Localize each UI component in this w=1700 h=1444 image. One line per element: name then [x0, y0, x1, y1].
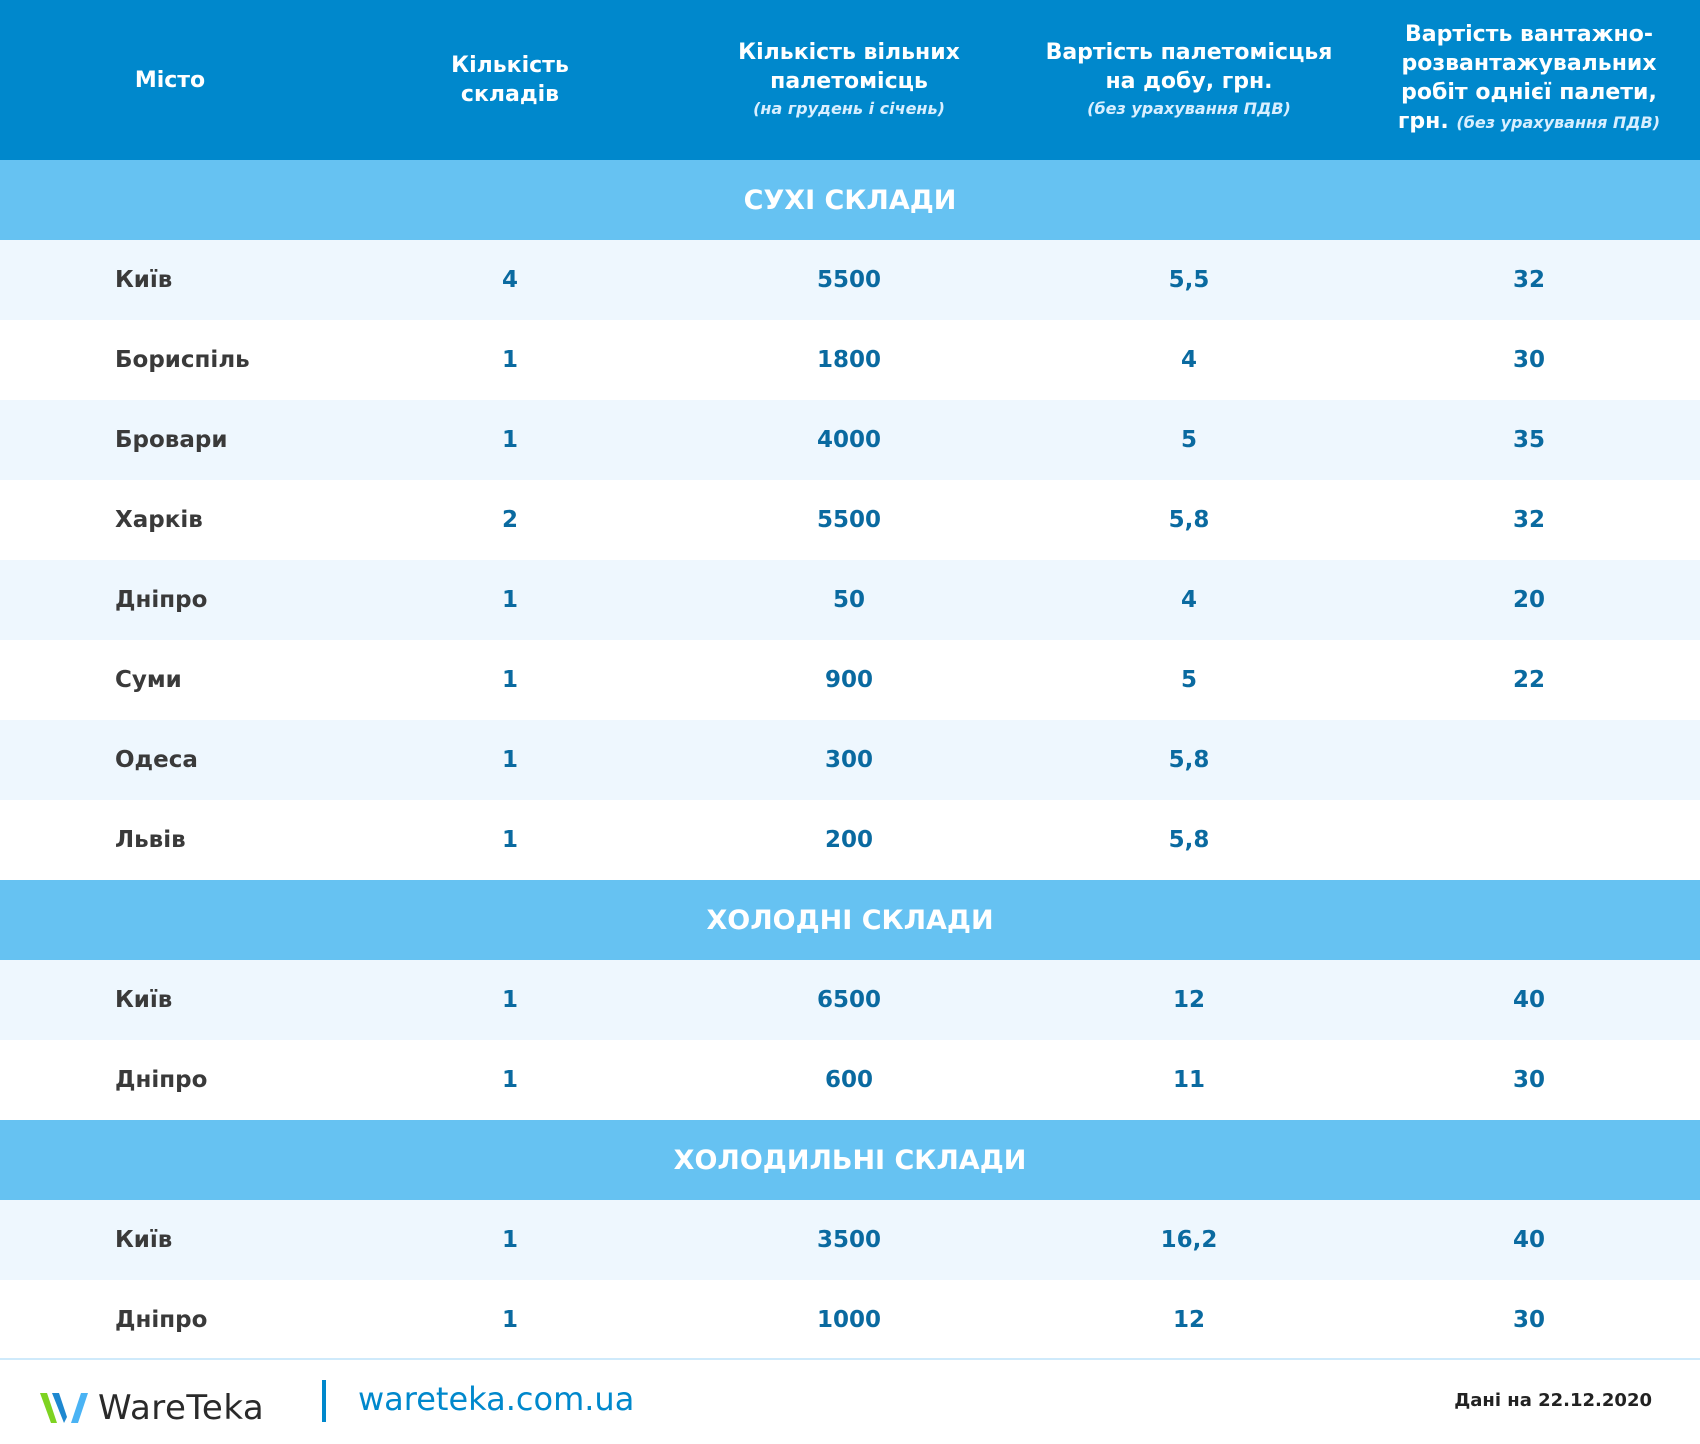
city-cell: Дніпро	[115, 1067, 208, 1093]
divider	[322, 1380, 326, 1422]
header-city: Місто	[40, 0, 300, 160]
header-sub: (без урахування ПДВ)	[1087, 99, 1291, 118]
city-cell: Дніпро	[115, 1307, 208, 1333]
warehouse-count-cell: 1	[501, 747, 519, 773]
warehouse-count-cell: 2	[501, 507, 519, 533]
handling-cost-cell: 32	[1512, 507, 1546, 533]
city-cell: Бориспіль	[115, 347, 250, 373]
pallet-cost-cell: 5,5	[1168, 267, 1210, 293]
free-pallets-cell: 1800	[816, 347, 882, 373]
warehouse-count-cell: 1	[501, 427, 519, 453]
table-row: Дніпро 1 1000 12 30	[0, 1280, 1700, 1360]
free-pallets-cell: 5500	[816, 267, 882, 293]
pallet-cost-cell: 12	[1172, 1307, 1206, 1333]
header-free-pallets: Кількість вільних палетомісць (на груден…	[719, 0, 979, 160]
handling-cost-cell: 20	[1512, 587, 1546, 613]
website-link[interactable]: wareteka.com.ua	[358, 1380, 635, 1418]
free-pallets-cell: 200	[824, 827, 874, 853]
table-row: Одеса 1 300 5,8	[0, 720, 1700, 800]
city-cell: Київ	[115, 267, 173, 293]
table-row: Львів 1 200 5,8	[0, 800, 1700, 880]
brand-name: WareTeka	[98, 1388, 265, 1428]
free-pallets-cell: 4000	[816, 427, 882, 453]
section-header: ХОЛОДИЛЬНІ СКЛАДИ	[0, 1120, 1700, 1200]
table-header: Місто Кількість складів Кількість вільни…	[0, 0, 1700, 160]
pallet-cost-cell: 11	[1172, 1067, 1206, 1093]
table-row: Київ 4 5500 5,5 32	[0, 240, 1700, 320]
section-header: ХОЛОДНІ СКЛАДИ	[0, 880, 1700, 960]
pallet-cost-cell: 12	[1172, 987, 1206, 1013]
pallet-cost-cell: 4	[1180, 587, 1198, 613]
free-pallets-cell: 5500	[816, 507, 882, 533]
table-row: Суми 1 900 5 22	[0, 640, 1700, 720]
handling-cost-cell: 40	[1512, 987, 1546, 1013]
pallet-cost-cell: 16,2	[1160, 1227, 1218, 1253]
warehouse-table: СУХІ СКЛАДИ Київ 4 5500 5,5 32 Бориспіль 1 1800 4…	[0, 160, 1700, 1360]
free-pallets-cell: 3500	[816, 1227, 882, 1253]
handling-cost-cell: 30	[1512, 347, 1546, 373]
header-title: Вартість вантажно-розвантажувальних робі…	[1397, 22, 1657, 134]
free-pallets-cell: 600	[824, 1067, 874, 1093]
city-cell: Суми	[115, 667, 182, 693]
free-pallets-cell: 900	[824, 667, 874, 693]
handling-cost-cell: 30	[1512, 1307, 1546, 1333]
header-title: Кількість складів	[451, 53, 569, 107]
handling-cost-cell: 40	[1512, 1227, 1546, 1253]
free-pallets-cell: 300	[824, 747, 874, 773]
warehouse-count-cell: 1	[501, 987, 519, 1013]
warehouse-count-cell: 1	[501, 667, 519, 693]
table-row: Бориспіль 1 1800 4 30	[0, 320, 1700, 400]
section-header: СУХІ СКЛАДИ	[0, 160, 1700, 240]
header-sub: (на грудень і січень)	[753, 99, 945, 118]
handling-cost-cell: 30	[1512, 1067, 1546, 1093]
header-warehouse-count: Кількість складів	[430, 0, 590, 160]
header-pallet-cost: Вартість палетомісцья на добу, грн. (без…	[1029, 0, 1349, 160]
pallet-cost-cell: 5,8	[1168, 507, 1210, 533]
city-cell: Дніпро	[115, 587, 208, 613]
header-sub: (без урахування ПДВ)	[1456, 113, 1661, 132]
warehouse-count-cell: 1	[501, 587, 519, 613]
header-title: Вартість палетомісцья на добу, грн.	[1045, 40, 1333, 94]
warehouse-count-cell: 1	[501, 827, 519, 853]
warehouse-count-cell: 1	[501, 1067, 519, 1093]
handling-cost-cell: 32	[1512, 267, 1546, 293]
city-cell: Львів	[115, 827, 186, 853]
pallet-cost-cell: 4	[1180, 347, 1198, 373]
header-handling-cost: Вартість вантажно-розвантажувальних робі…	[1379, 0, 1679, 160]
handling-cost-cell: 35	[1512, 427, 1546, 453]
wareteka-logo-icon	[40, 1393, 88, 1423]
city-cell: Київ	[115, 987, 173, 1013]
warehouse-count-cell: 1	[501, 1227, 519, 1253]
warehouse-count-cell: 4	[501, 267, 519, 293]
pallet-cost-cell: 5,8	[1168, 747, 1210, 773]
header-title: Місто	[134, 67, 206, 93]
free-pallets-cell: 1000	[816, 1307, 882, 1333]
data-date: Дані на 22.12.2020	[1454, 1390, 1652, 1411]
free-pallets-cell: 6500	[816, 987, 882, 1013]
pallet-cost-cell: 5	[1180, 667, 1198, 693]
table-row: Дніпро 1 600 11 30	[0, 1040, 1700, 1120]
table-row: Дніпро 1 50 4 20	[0, 560, 1700, 640]
table-row: Київ 1 6500 12 40	[0, 960, 1700, 1040]
footer: WareTeka wareteka.com.ua Дані на 22.12.2…	[0, 1358, 1700, 1444]
table-row: Харків 2 5500 5,8 32	[0, 480, 1700, 560]
wareteka-logo: WareTeka	[40, 1388, 264, 1428]
table-row: Київ 1 3500 16,2 40	[0, 1200, 1700, 1280]
handling-cost-cell: 22	[1512, 667, 1546, 693]
city-cell: Київ	[115, 1227, 173, 1253]
table-row: Бровари 1 4000 5 35	[0, 400, 1700, 480]
header-title: Кількість вільних палетомісць	[738, 40, 960, 94]
warehouse-count-cell: 1	[501, 1307, 519, 1333]
free-pallets-cell: 50	[832, 587, 866, 613]
pallet-cost-cell: 5,8	[1168, 827, 1210, 853]
city-cell: Харків	[115, 507, 203, 533]
warehouse-count-cell: 1	[501, 347, 519, 373]
city-cell: Одеса	[115, 747, 198, 773]
pallet-cost-cell: 5	[1180, 427, 1198, 453]
city-cell: Бровари	[115, 427, 228, 453]
